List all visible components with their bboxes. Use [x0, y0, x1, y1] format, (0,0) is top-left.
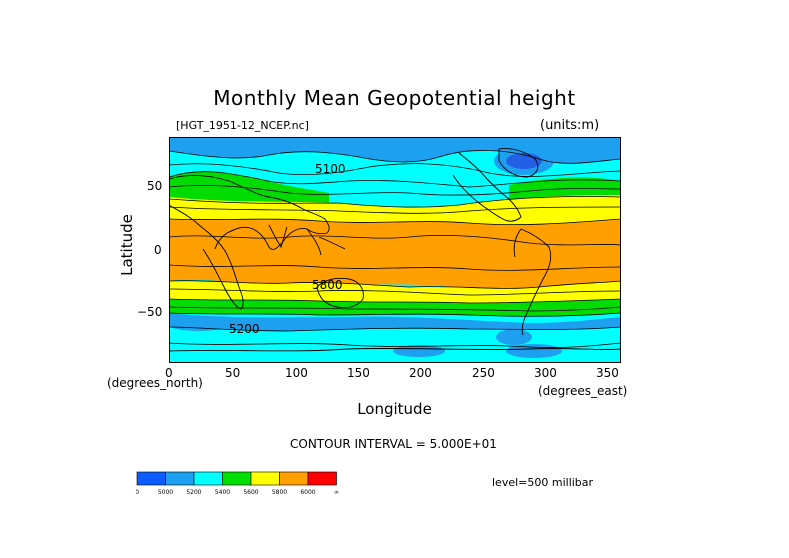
y-tick-minus50: −50: [137, 305, 163, 319]
colorbar-label: ∞: [334, 489, 339, 496]
colorbar: 0 5000 5200 5400 5600 5800 6000 ∞: [136, 471, 339, 496]
band-green-north-2: [509, 177, 621, 199]
x-axis-label: Longitude: [0, 400, 789, 418]
band-green-south: [169, 299, 621, 317]
colorbar-label: 5400: [215, 489, 230, 496]
coast-greenland: [498, 148, 539, 178]
y-tick-50: 50: [147, 179, 163, 193]
plot-title: Monthly Mean Geopotential height: [213, 86, 576, 110]
y-axis-label: Latitude: [117, 214, 136, 276]
dataset-label: [HGT_1951-12_NCEP.nc]: [176, 119, 309, 132]
contour-label-5200: 5200: [229, 322, 260, 336]
coast-se-asia: [306, 228, 346, 256]
colorbar-swatch: [165, 471, 195, 486]
x-unit-label: (degrees_east): [538, 384, 628, 398]
low-south-east: [496, 329, 532, 345]
coastlines: [169, 148, 621, 352]
coast-south-america: [513, 228, 552, 336]
band-yellow-north: [169, 195, 621, 225]
band-blue-south: [169, 313, 621, 331]
coast-australia: [316, 277, 364, 309]
colorbar-label: 5800: [272, 489, 287, 496]
x-tick-250: 250: [472, 366, 495, 380]
units-label: (units:m): [540, 118, 600, 133]
low-south-indian: [169, 319, 229, 331]
coast-europe-asia: [169, 174, 330, 250]
coast-africa: [169, 204, 244, 310]
x-tick-150: 150: [347, 366, 370, 380]
colorbar-swatch: [222, 471, 252, 486]
coast-antarctica: [169, 347, 621, 352]
contour-label-5100: 5100: [315, 162, 346, 176]
colorbar-swatch: [136, 471, 166, 486]
level-label: level=500 millibar: [492, 476, 594, 489]
geopotential-height-map: 5100 5800 5200: [169, 137, 621, 363]
colorbar-swatch: [307, 471, 337, 486]
contour-label-5800: 5800: [312, 278, 343, 292]
colorbar-swatch: [279, 471, 309, 486]
x-tick-50: 50: [225, 366, 241, 380]
coast-north-america: [452, 152, 522, 222]
y-unit-label: (degrees_north): [107, 376, 203, 390]
y-tick-0: 0: [154, 243, 162, 257]
band-blue-north: [169, 137, 621, 164]
colorbar-label: 5600: [243, 489, 258, 496]
colorbar-label: 5000: [158, 489, 173, 496]
colorbar-label: 5200: [186, 489, 201, 496]
x-tick-300: 300: [534, 366, 557, 380]
band-orange-tropics: [169, 219, 621, 291]
contour-interval: CONTOUR INTERVAL = 5.000E+01: [290, 437, 497, 451]
x-tick-100: 100: [285, 366, 308, 380]
low-south-pacific: [393, 345, 445, 357]
colorbar-label: 6000: [300, 489, 315, 496]
colorbar-swatch: [250, 471, 280, 486]
x-axis-label-text: Longitude: [357, 400, 432, 418]
x-tick-200: 200: [409, 366, 432, 380]
x-tick-350: 350: [596, 366, 619, 380]
colorbar-swatch: [193, 471, 223, 486]
coast-india: [268, 224, 288, 249]
contour-lines: [169, 150, 621, 348]
colorbar-label: 0: [136, 489, 139, 496]
x-tick-0: 0: [165, 366, 173, 380]
